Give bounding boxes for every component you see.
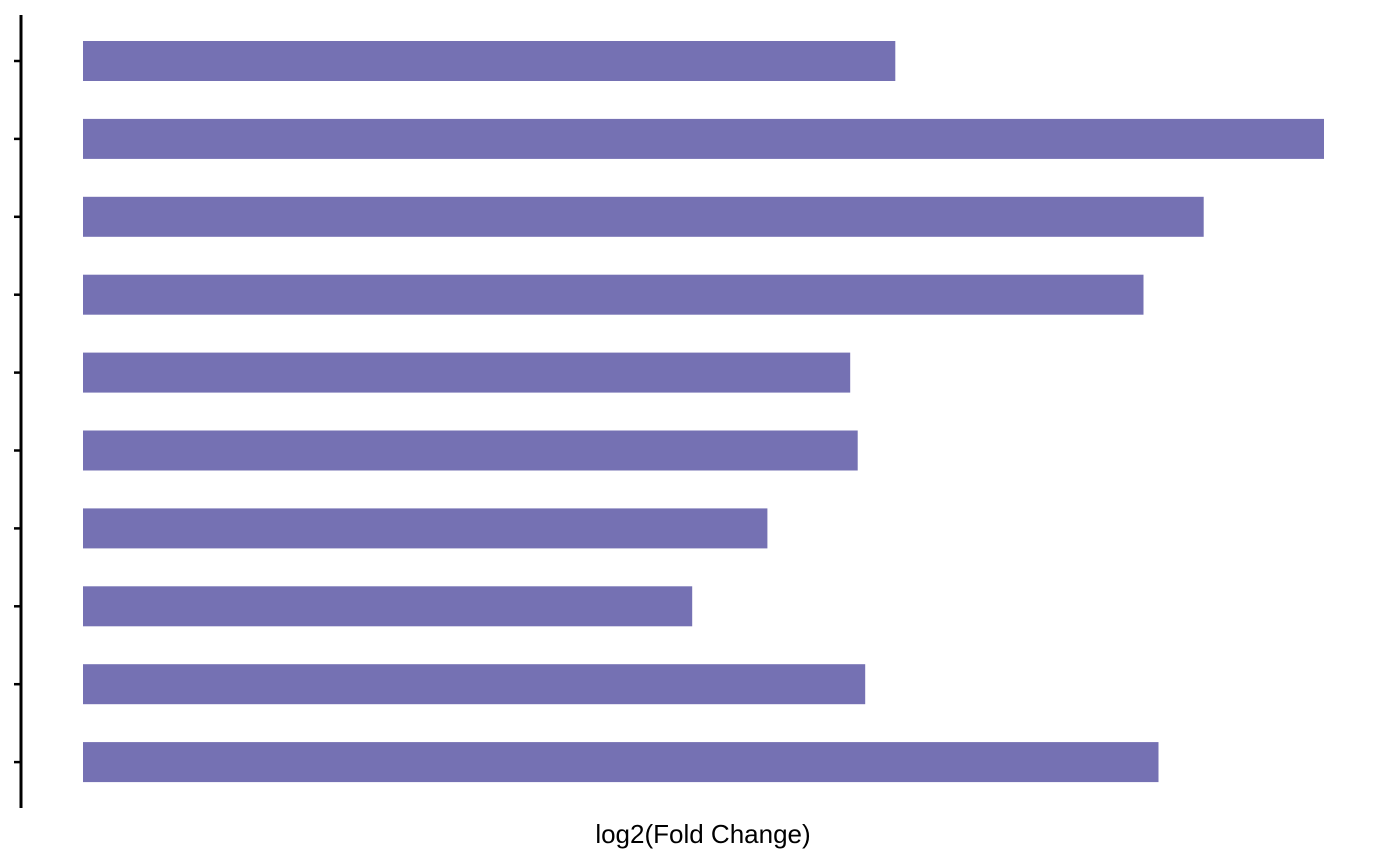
- bar-4: [83, 274, 1144, 315]
- bar-10: [83, 742, 1159, 783]
- bar-7: [83, 508, 768, 549]
- bar-5: [83, 352, 851, 393]
- bar-3: [83, 196, 1204, 237]
- bar-1: [83, 41, 896, 81]
- bar-6: [83, 430, 858, 471]
- x-axis-label: log2(Fold Change): [595, 819, 810, 849]
- bars-layer: [83, 41, 1324, 783]
- bar-2: [83, 118, 1324, 159]
- bar-9: [83, 664, 866, 705]
- bar-8: [83, 586, 693, 627]
